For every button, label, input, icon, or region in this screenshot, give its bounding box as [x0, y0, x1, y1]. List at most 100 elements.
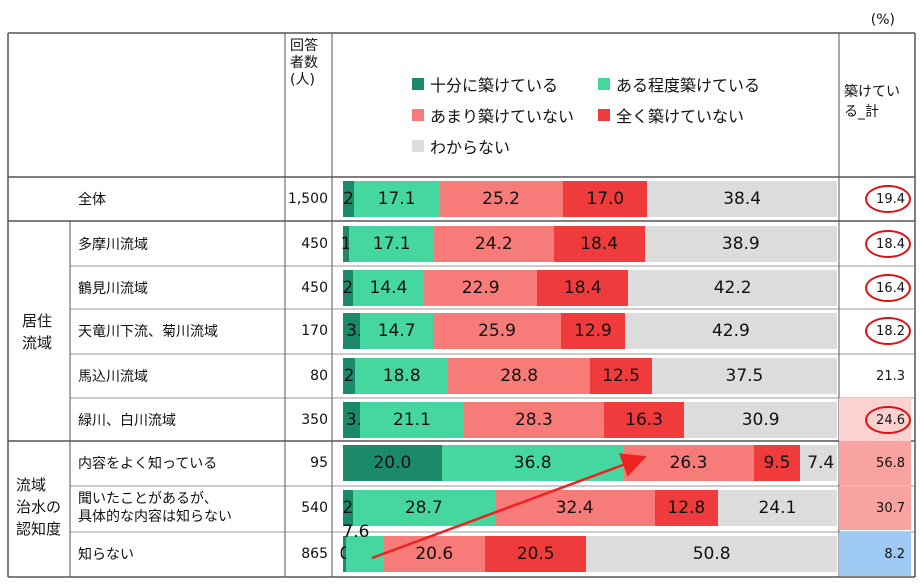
total-header: 築けてい る_計: [844, 82, 900, 122]
bar-value-label: 42.9: [711, 321, 750, 341]
bar-segment: [349, 226, 434, 262]
legend-item: ある程度築けている: [598, 72, 760, 96]
category-label: 天竜川下流、菊川流域: [78, 309, 218, 353]
total-value: 16.4: [876, 280, 905, 296]
bar-segment: [359, 402, 464, 438]
bar-segment: [360, 313, 433, 349]
bar-segment: [433, 226, 554, 262]
bar-value-label: 42.2: [713, 278, 752, 298]
bar-segment: [561, 313, 625, 349]
bar-value-label: 12.5: [602, 366, 640, 386]
legend-label: 全く築けていない: [616, 107, 745, 126]
bar-segment: [343, 358, 356, 394]
bar-segment: [684, 402, 837, 438]
category-label-line: 天竜川下流、菊川流域: [78, 324, 218, 340]
category-label-line: 緑川、白川流域: [78, 413, 176, 429]
bar-value-label: 25.9: [478, 321, 516, 341]
bar-segment: [343, 226, 350, 262]
category-label: 馬込川流域: [78, 354, 148, 398]
category-label-line: 知らない: [78, 547, 134, 563]
bar-segment: [717, 490, 837, 526]
legend-item: 全く築けていない: [598, 103, 744, 127]
bar-segment: [654, 490, 718, 526]
category-label-line: 全体: [78, 192, 106, 208]
legend-label: 十分に築けている: [430, 76, 559, 95]
bar-segment: [343, 402, 360, 438]
bar-value-label: 12.8: [667, 498, 706, 518]
total-value: 19.4: [876, 191, 905, 207]
legend-item: わからない: [412, 134, 510, 158]
bar-segment: [464, 402, 604, 438]
bar-value-label: 17.1: [372, 234, 411, 254]
bar-segment: [352, 270, 425, 306]
total-value: 30.7: [839, 486, 911, 530]
bar-segment: [343, 270, 353, 306]
bar-value-label: 24.1: [758, 498, 797, 518]
category-label-line: 鶴見川流域: [78, 281, 148, 297]
bar-value-label: 18.8: [382, 366, 421, 386]
bar-segment: [343, 536, 346, 572]
bar-value-label: 30.9: [741, 410, 780, 430]
bar-segment: [553, 226, 645, 262]
total-header-line: る_計: [844, 104, 879, 120]
bar-segment: [343, 313, 361, 349]
bar-segment: [448, 358, 591, 394]
total-value: 8.2: [839, 532, 911, 576]
total-value: 18.2: [876, 323, 905, 339]
bar-segment: [355, 358, 449, 394]
bar-segment: [537, 270, 629, 306]
bar-value-label: 7.4: [807, 453, 835, 473]
legend-swatch: [598, 78, 610, 90]
group-awareness-line: 治水の: [16, 498, 62, 516]
bar-value-label: 14.4: [369, 278, 408, 298]
bar-value-label: 17.1: [377, 189, 416, 209]
group-awareness-line: 認知度: [16, 520, 62, 538]
bar-value-label: 25.2: [482, 189, 520, 209]
bar-value-label: 38.9: [721, 234, 760, 254]
bar-segment: [624, 313, 837, 349]
bar-segment: [753, 445, 801, 481]
bar-value-label: 12.9: [574, 321, 612, 341]
group-residence-line: 流域: [22, 334, 53, 352]
respondents-value: 95: [310, 455, 328, 471]
legend-swatch: [412, 109, 424, 121]
group-awareness: 流域 治水の 認知度: [16, 474, 61, 540]
bar-value-label: 18.4: [563, 278, 602, 298]
group-awareness-line: 流域: [16, 476, 47, 494]
legend-item: 十分に築けている: [412, 72, 558, 96]
bar-value-label: 28.7: [404, 498, 443, 518]
respondents-value: 170: [301, 323, 328, 339]
bar-value-label: 22.9: [461, 278, 500, 298]
bar-segment: [432, 313, 562, 349]
bar-segment: [603, 402, 685, 438]
bar-value-label: 38.4: [723, 189, 762, 209]
respondents-header-line: (人): [290, 72, 315, 88]
category-label: 聞いたことがあるが、 具体的な内容は知らない: [78, 486, 232, 530]
legend-label: わからない: [430, 138, 511, 157]
bar-value-label: 20.5: [516, 544, 555, 564]
bar-segment: [647, 181, 837, 217]
legend-label: ある程度築けている: [616, 76, 761, 95]
respondents-header: 回答 者数 (人): [290, 38, 318, 89]
bar-value-label: 26.3: [669, 453, 708, 473]
legend-swatch: [412, 78, 424, 90]
bar-value-label: 9.5: [763, 453, 791, 473]
bar-value-label: 36.8: [513, 453, 552, 473]
bar-value-label: 17.0: [586, 189, 625, 209]
group-residence: 居住 流域: [22, 310, 52, 354]
bar-segment: [354, 181, 439, 217]
unit-label: (%): [870, 12, 895, 28]
bar-value-label: 28.8: [500, 366, 539, 386]
category-label-line: 聞いたことがあるが、: [78, 491, 218, 507]
bar-segment: [590, 358, 652, 394]
category-label: 知らない: [78, 532, 134, 576]
group-residence-line: 居住: [22, 312, 53, 330]
bar-segment: [800, 445, 837, 481]
total-value: 56.8: [839, 441, 911, 485]
legend-swatch: [412, 140, 424, 152]
bar-value-label: 28.3: [514, 410, 553, 430]
legend-item: あまり築けていない: [412, 103, 574, 127]
category-label: 全体: [78, 177, 106, 221]
respondents-value: 450: [301, 236, 328, 252]
